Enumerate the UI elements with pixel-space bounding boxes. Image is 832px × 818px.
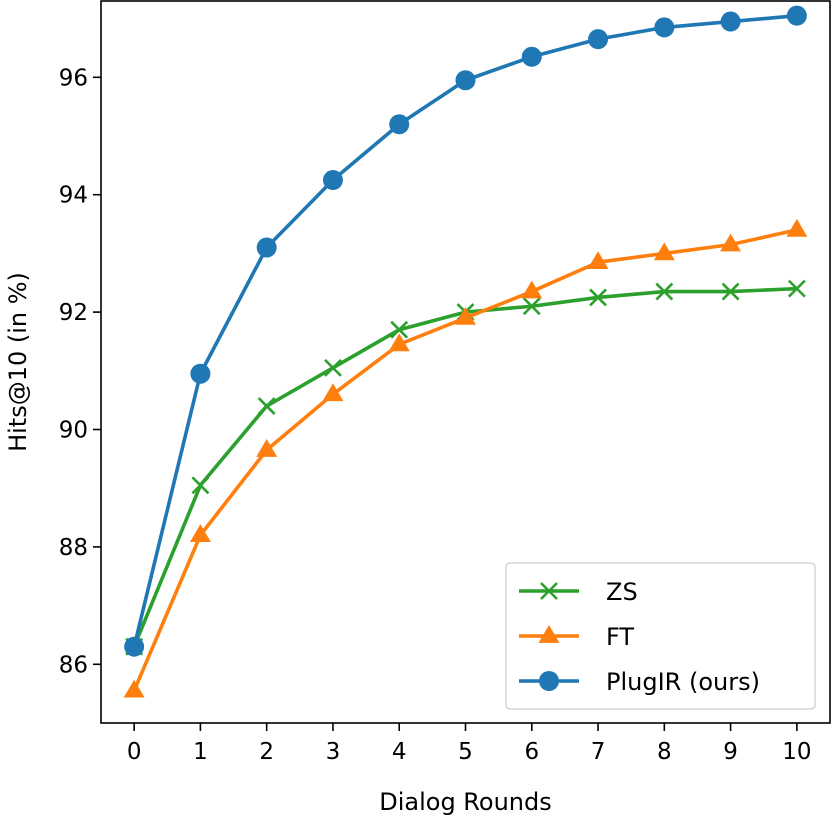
x-tick-label: 2 [259,739,274,765]
data-point-x [191,476,210,495]
legend-entry: PlugIR (ours) [519,668,760,696]
y-tick-label: 94 [59,183,88,209]
data-point-x [540,582,558,600]
x-tick-label: 9 [723,739,738,765]
data-point-circle [786,5,807,26]
data-point-triangle [256,439,278,457]
data-point-circle [124,636,145,657]
y-axis-label: Hits@10 (in %) [4,272,32,452]
data-point-x [257,397,276,415]
data-point-x [787,279,806,298]
data-point-x [324,358,342,377]
y-tick-label: 88 [59,535,88,561]
data-point-circle [190,363,211,384]
legend-entries: ZS FT PlugIR (ours) [519,578,760,696]
y-tick-label: 90 [59,418,88,444]
data-point-triangle [587,251,609,270]
data-point-circle [539,671,559,691]
y-tick-label: 92 [59,300,88,326]
data-point-circle [521,46,542,67]
legend-label: PlugIR (ours) [606,668,760,696]
x-tick-label: 4 [392,739,407,765]
x-tick-label: 6 [524,739,539,765]
x-tick-label: 0 [127,739,142,765]
legend-label: ZS [606,578,638,606]
data-point-triangle [653,242,675,261]
legend: ZS FT PlugIR (ours) [505,562,816,710]
data-point-triangle [388,333,410,352]
data-point-triangle [123,679,145,698]
data-point-triangle [521,280,543,299]
x-tick-label: 8 [657,739,672,765]
series-ft [123,218,808,698]
legend-box [505,562,816,710]
y-tick-label: 86 [59,652,88,678]
y-tick-label: 96 [59,65,88,91]
data-point-circle [389,114,410,135]
x-tick-label: 10 [782,739,811,765]
x-tick-label: 1 [193,739,208,765]
legend-entry: ZS [519,578,638,606]
data-point-x [390,320,409,339]
data-point-circle [588,29,609,50]
data-point-triangle [786,218,808,237]
x-axis-label: Dialog Rounds [379,788,552,816]
plot-area [123,5,808,698]
data-point-circle [455,70,476,91]
legend-label: FT [606,623,634,651]
data-point-x [522,297,541,316]
data-point-circle [720,11,741,32]
y-axis-ticks: 86 88 90 92 94 96 [59,65,101,678]
data-point-circle [654,17,675,38]
data-point-x [655,282,674,301]
data-point-triangle [322,383,344,402]
data-point-x [589,288,607,307]
series-line [132,13,798,648]
x-axis-ticks: 0 1 2 3 4 5 6 7 8 9 10 [127,723,812,765]
x-tick-label: 5 [458,739,473,765]
data-point-circle [322,170,343,191]
data-point-triangle [720,233,742,252]
data-point-x [721,282,740,301]
data-point-triangle [538,625,560,643]
data-point-triangle [455,306,476,325]
series-plugir-ours [124,5,807,657]
legend-entry: FT [519,623,634,651]
x-tick-label: 3 [326,739,341,765]
data-point-circle [256,237,277,258]
x-tick-label: 7 [591,739,606,765]
data-point-triangle [189,524,211,542]
